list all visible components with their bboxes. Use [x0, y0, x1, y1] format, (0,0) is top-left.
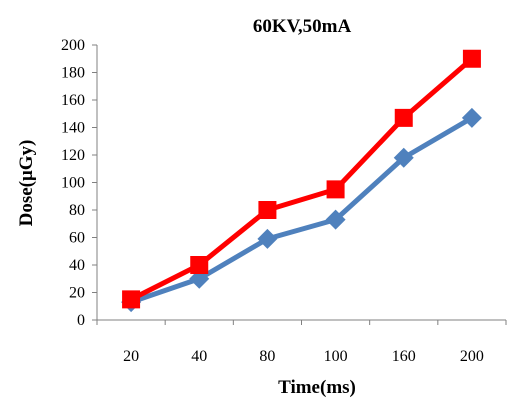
y-tick-label: 60 [69, 230, 85, 247]
x-tick-label: 80 [259, 348, 275, 365]
series-2-point [463, 50, 481, 68]
y-tick-label: 140 [61, 120, 85, 137]
series-1-point [257, 229, 277, 249]
series-2-point [258, 201, 276, 219]
y-tick-label: 120 [61, 147, 85, 164]
series-1-point [462, 108, 482, 128]
series-2-line [131, 59, 472, 300]
x-tick-label: 40 [191, 348, 207, 365]
series-2-point [122, 290, 140, 308]
y-tick-label: 100 [61, 175, 85, 192]
chart-title: 60KV,50mA [253, 16, 352, 37]
series-2-point [190, 256, 208, 274]
x-tick-label: 200 [460, 348, 484, 365]
y-tick-label: 20 [69, 285, 85, 302]
y-tick-label: 40 [69, 257, 85, 274]
y-tick-label: 160 [61, 92, 85, 109]
series-2-point [395, 109, 413, 127]
x-tick-label: 160 [392, 348, 416, 365]
x-tick-label: 20 [123, 348, 139, 365]
plot-area: 0 20 40 60 80 100 120 140 160 180 200 20 40 80 100 160 2… [61, 37, 506, 365]
series-2-point [327, 180, 345, 198]
y-tick-label: 0 [77, 312, 85, 329]
y-tick-label: 180 [61, 65, 85, 82]
y-tick-label: 80 [69, 202, 85, 219]
y-axis-title: Dose(μGy) [16, 140, 37, 227]
x-axis-title: Time(ms) [278, 377, 356, 398]
y-tick-label: 200 [61, 37, 85, 54]
x-tick-label: 100 [324, 348, 348, 365]
